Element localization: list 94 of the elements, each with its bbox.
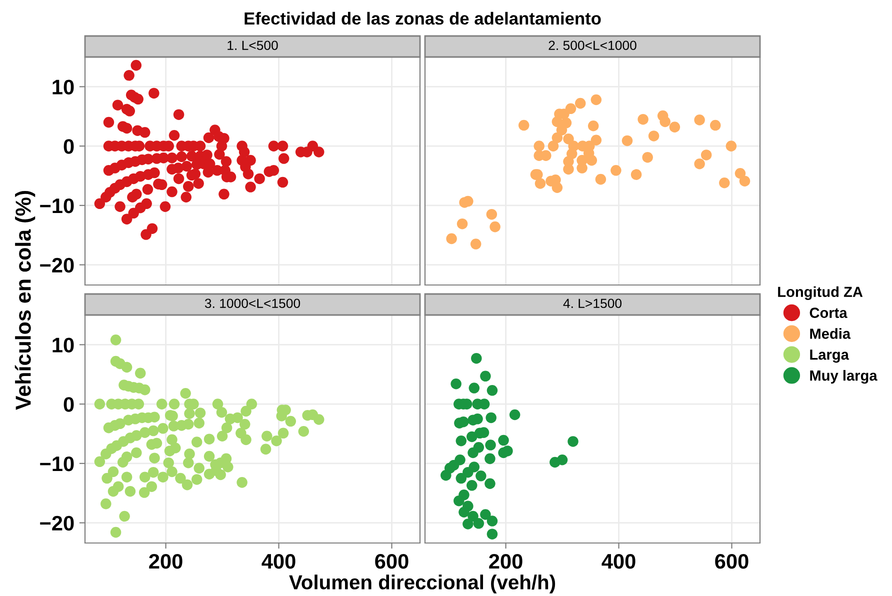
point [660, 116, 670, 128]
point [622, 135, 633, 146]
chart-subtitle: 4. L>1500 [563, 298, 622, 308]
point [450, 378, 462, 390]
point [548, 140, 559, 152]
point [440, 470, 452, 481]
point [484, 478, 496, 490]
point [476, 470, 486, 482]
point [462, 196, 474, 207]
point [486, 385, 498, 396]
y-tick-label: −20 [40, 258, 74, 273]
point [590, 94, 602, 106]
point [556, 124, 568, 136]
point [518, 120, 530, 131]
point [588, 120, 599, 132]
x-tick-label: 200 [489, 554, 522, 569]
point [456, 435, 467, 446]
point [574, 98, 586, 109]
point [458, 506, 470, 518]
point [719, 177, 730, 188]
y-tick-label: 0 [64, 139, 74, 154]
point [552, 132, 563, 144]
point [630, 169, 642, 180]
point [462, 518, 474, 530]
point [552, 182, 563, 194]
y-tick-label: −10 [40, 198, 74, 214]
y-axis-title: Vehículos en cola (%) [14, 191, 36, 410]
y-tick-label: 10 [52, 80, 74, 94]
point [565, 103, 576, 114]
point [462, 466, 474, 478]
point [638, 114, 648, 125]
chart-subtitle: 2. 500<L<1000 [548, 40, 636, 50]
point [648, 130, 660, 142]
point [473, 518, 484, 529]
point [595, 174, 606, 185]
point [734, 168, 746, 179]
point [473, 442, 484, 453]
point [710, 120, 721, 131]
point [485, 440, 496, 450]
point [480, 370, 491, 382]
point [466, 480, 478, 491]
point [568, 436, 578, 447]
point [576, 162, 588, 174]
point [498, 434, 509, 446]
point [486, 516, 498, 526]
y-tick-label: −10 [40, 456, 74, 472]
point [669, 122, 680, 132]
chart-title: Efectividad de las zonas de adelantamiento [244, 12, 601, 25]
legend-label: Larga [810, 350, 850, 363]
x-tick-label: 600 [375, 554, 408, 569]
legend-label: Muy larga [810, 370, 878, 384]
point [470, 238, 482, 250]
point [694, 158, 705, 170]
y-tick-label: −20 [40, 516, 74, 531]
point [456, 218, 468, 230]
point [486, 208, 498, 220]
y-tick-label: 10 [52, 338, 74, 352]
point [694, 114, 705, 126]
point [534, 178, 546, 189]
point [700, 150, 712, 160]
legend-label: Corta [810, 308, 848, 318]
chart-subtitle: 1. L<500 [228, 40, 278, 50]
point [509, 409, 520, 420]
point [471, 352, 482, 364]
legend-title: Longitud ZA [778, 286, 863, 300]
point [590, 134, 602, 146]
point [458, 416, 469, 428]
point [563, 164, 574, 175]
point [556, 454, 568, 466]
x-tick-label: 600 [715, 554, 748, 569]
point [490, 221, 500, 232]
point [446, 233, 457, 244]
point [726, 140, 737, 152]
legend-label: Media [810, 328, 851, 339]
x-tick-label: 400 [262, 554, 296, 569]
x-axis-title: Volumen direccional (veh/h) [289, 574, 556, 594]
point [642, 152, 653, 163]
point [468, 382, 480, 394]
x-tick-label: 400 [602, 554, 636, 569]
point [586, 154, 598, 166]
chart-subtitle: 3. 1000<L<1500 [204, 298, 300, 308]
point [563, 134, 574, 144]
point [480, 509, 491, 520]
point [534, 140, 544, 152]
point [486, 528, 498, 540]
x-tick-label: 200 [149, 554, 182, 569]
y-tick-label: 0 [64, 397, 74, 412]
point [454, 495, 464, 506]
point [484, 453, 496, 464]
point [456, 472, 467, 484]
point [610, 165, 622, 176]
point [502, 446, 513, 456]
point [486, 412, 496, 424]
point [739, 176, 750, 186]
